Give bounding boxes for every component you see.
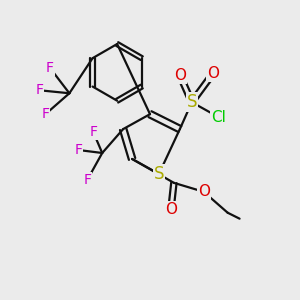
Text: F: F (46, 61, 54, 75)
Text: F: F (35, 83, 44, 97)
Text: S: S (187, 93, 197, 111)
Text: O: O (198, 184, 210, 199)
Text: F: F (89, 125, 97, 139)
Text: S: S (154, 165, 164, 183)
Text: O: O (165, 202, 177, 217)
Text: O: O (174, 68, 186, 83)
Text: F: F (83, 173, 91, 187)
Text: F: F (74, 143, 82, 157)
Text: Cl: Cl (211, 110, 226, 125)
Text: F: F (41, 107, 50, 121)
Text: O: O (207, 66, 219, 81)
